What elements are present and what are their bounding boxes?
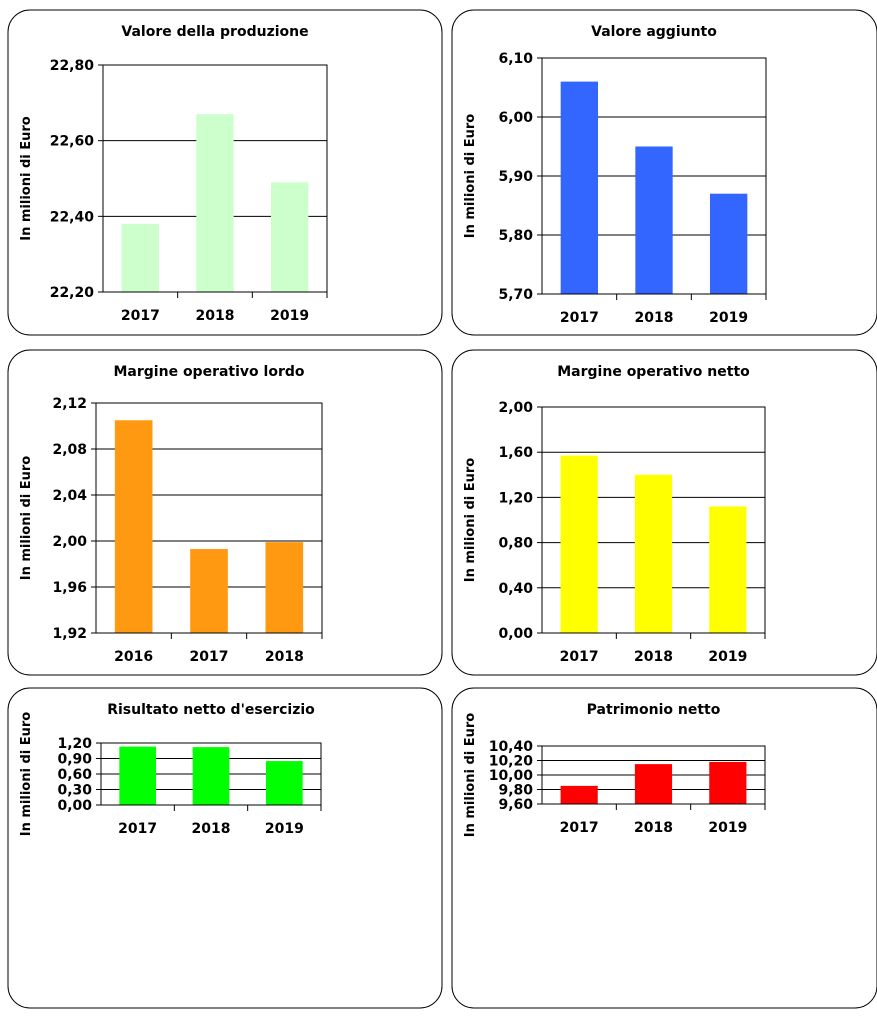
y-tick-label: 22,20	[50, 285, 95, 301]
x-tick-label: 2018	[265, 649, 304, 665]
bar-2017	[119, 746, 156, 805]
y-axis-label: In milioni di Euro	[463, 458, 478, 583]
x-tick-label: 2019	[708, 820, 747, 836]
bar-2017	[560, 455, 598, 633]
x-tick-label: 2017	[560, 310, 599, 326]
x-tick-label: 2017	[560, 820, 599, 836]
x-tick-label: 2017	[121, 308, 160, 324]
bar-2019	[710, 193, 748, 294]
y-tick-label: 1,20	[57, 736, 92, 752]
bar-2018	[265, 542, 304, 633]
y-tick-label: 22,80	[50, 58, 95, 74]
plot-area	[102, 64, 328, 293]
chart-title: Patrimonio netto	[587, 702, 721, 718]
plot-area	[541, 406, 766, 634]
y-tick-label: 0,80	[498, 536, 533, 552]
y-tick-label: 6,00	[498, 110, 533, 126]
bar-2017	[560, 81, 598, 294]
bar-2019	[709, 506, 747, 633]
x-tick-label: 2019	[708, 649, 747, 665]
x-tick-label: 2018	[192, 821, 231, 837]
y-axis-label: In milioni di Euro	[19, 712, 34, 837]
chart-panel-5: Risultato netto d'esercizio 0,000,300,600…	[7, 687, 443, 1009]
y-tick-label: 10,00	[489, 768, 534, 784]
x-tick-label: 2019	[270, 308, 309, 324]
y-tick-label: 1,92	[52, 626, 87, 642]
bar-2017	[121, 223, 159, 292]
y-tick-label: 0,90	[57, 752, 92, 768]
bar-2016	[114, 420, 153, 633]
bar-2018	[635, 146, 673, 294]
plot-area	[541, 745, 766, 805]
bar-2017	[560, 785, 598, 804]
bar-2018	[196, 114, 234, 292]
y-tick-label: 9,80	[498, 783, 533, 799]
y-tick-label: 22,60	[50, 134, 95, 150]
y-axis-label: In milioni di Euro	[463, 114, 478, 239]
chart-title: Margine operativo lordo	[114, 364, 305, 380]
plot-area	[541, 57, 767, 295]
x-tick-label: 2018	[634, 649, 673, 665]
y-tick-label: 9,60	[498, 797, 533, 813]
x-tick-label: 2018	[634, 820, 673, 836]
chart-panel-2: Valore aggiunto 5,70 5,80 5,90 6,00 6,10 2017 2…	[451, 9, 877, 336]
y-tick-label: 22,40	[50, 209, 95, 225]
bar-2018	[634, 474, 673, 633]
y-axis-label: In milioni di Euro	[19, 456, 34, 581]
y-tick-label: 6,10	[498, 51, 533, 67]
bar-2018	[192, 747, 230, 805]
x-tick-label: 2017	[118, 821, 157, 837]
y-axis-label: In milioni di Euro	[463, 713, 478, 838]
y-tick-label: 0,00	[57, 798, 92, 814]
bar-2017	[190, 549, 228, 633]
chart-frame	[451, 687, 877, 1009]
y-tick-label: 1,20	[498, 490, 533, 506]
y-tick-label: 2,12	[52, 396, 87, 412]
chart-title: Valore della produzione	[121, 24, 308, 40]
bar-2019	[266, 761, 303, 805]
y-tick-label: 0,40	[498, 581, 533, 597]
y-tick-label: 2,04	[52, 488, 87, 504]
y-tick-label: 2,08	[52, 442, 87, 458]
y-tick-label: 0,60	[57, 767, 92, 783]
x-tick-label: 2019	[265, 821, 304, 837]
x-tick-label: 2017	[190, 649, 229, 665]
y-tick-label: 5,90	[498, 169, 533, 185]
y-tick-label: 0,00	[498, 626, 533, 642]
y-tick-label: 10,40	[489, 739, 534, 755]
x-tick-label: 2016	[114, 649, 153, 665]
chart-title: Risultato netto d'esercizio	[107, 702, 315, 718]
x-tick-label: 2018	[635, 310, 674, 326]
y-tick-label: 1,96	[52, 580, 87, 596]
y-tick-label: 0,30	[57, 783, 92, 799]
y-tick-label: 5,80	[498, 228, 533, 244]
plot-area	[100, 742, 322, 806]
y-tick-label: 1,60	[498, 445, 533, 461]
y-tick-label: 10,20	[489, 754, 534, 770]
y-tick-label: 2,00	[498, 400, 533, 416]
chart-panel-4: Margine operativo netto 0,00 0,40 0,80 1,20 1…	[451, 349, 877, 676]
chart-panel-3: Margine operativo lordo 1,92 1,96 2,00 2,04 2…	[7, 349, 443, 676]
chart-title: Valore aggiunto	[591, 24, 717, 40]
chart-frame	[7, 687, 443, 1009]
bar-2018	[634, 764, 673, 804]
bar-2019	[271, 182, 309, 292]
y-axis-label: In milioni di Euro	[19, 116, 34, 241]
y-tick-label: 5,70	[498, 287, 533, 303]
bar-2019	[709, 761, 747, 804]
x-tick-label: 2018	[196, 308, 235, 324]
chart-title: Margine operativo netto	[557, 364, 750, 380]
y-tick-label: 2,00	[52, 534, 87, 550]
chart-panel-1: Valore della produzione 22,20 22,40 22,60 22…	[7, 9, 443, 336]
x-tick-label: 2017	[560, 649, 599, 665]
x-tick-label: 2019	[709, 310, 748, 326]
plot-area	[95, 402, 323, 634]
